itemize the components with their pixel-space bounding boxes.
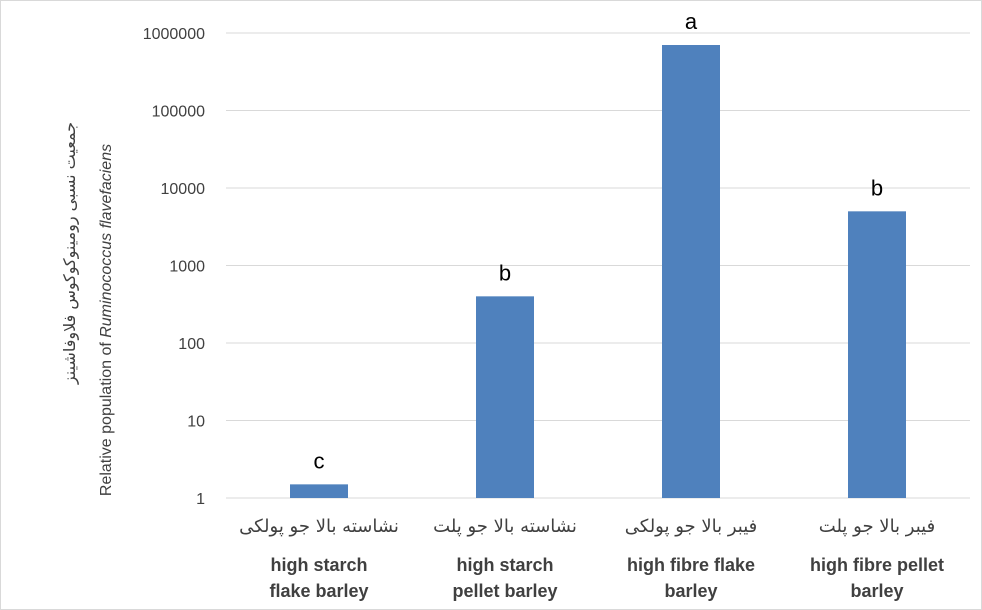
y-tick-label: 1000 <box>169 259 205 276</box>
gridlines <box>226 32 970 499</box>
category-label-fa: نشاسته بالا جو پلت <box>433 516 577 537</box>
significance-letter: b <box>499 260 511 285</box>
y-tick-label: 1 <box>196 491 205 508</box>
y-tick-labels: 1 10 100 1000 10000 100000 1000000 <box>143 26 205 508</box>
y-tick-label: 1000000 <box>143 26 205 43</box>
y-axis-label-fa: جمعیت نسبی رومینوکوکوس فلاوفاشینز <box>60 122 80 385</box>
category-label-en-line2: barley <box>850 581 903 601</box>
category-label-fa: فیبر بالا جو پلت <box>819 516 935 537</box>
category-label-en-line1: high fibre flake <box>627 555 755 575</box>
category-label-en-line1: high fibre pellet <box>810 555 944 575</box>
bar <box>476 296 534 498</box>
bars <box>290 45 906 498</box>
category-label-en-line2: barley <box>664 581 717 601</box>
y-axis-label-prefix: Relative population of <box>98 338 115 496</box>
y-tick-label: 100 <box>178 336 205 353</box>
svg-text:Relative population of Ruminoc: Relative population of Ruminococcus flav… <box>98 144 115 496</box>
significance-letter: b <box>871 175 883 200</box>
category-label-en-line1: high starch <box>270 555 367 575</box>
significance-letter: c <box>314 448 325 473</box>
bar <box>662 45 720 498</box>
bar <box>290 484 348 498</box>
y-axis-label-fa-group: جمعیت نسبی رومینوکوکوس فلاوفاشینز <box>60 122 80 385</box>
category-label-en-line2: flake barley <box>269 581 368 601</box>
category-label-fa: نشاسته بالا جو پولکی <box>239 516 399 537</box>
bar <box>848 211 906 498</box>
category-label-en-line1: high starch <box>456 555 553 575</box>
y-tick-label: 100000 <box>152 104 205 121</box>
category-labels: نشاسته بالا جو پولکی high starch flake bar… <box>239 516 944 601</box>
y-axis-label-species: Ruminococcus flavefaciens <box>98 144 115 338</box>
category-label-en-line2: pellet barley <box>452 581 557 601</box>
significance-letters: c b a b <box>314 9 884 473</box>
y-tick-label: 10 <box>187 414 205 431</box>
y-tick-label: 10000 <box>161 181 206 198</box>
significance-letter: a <box>685 9 698 34</box>
y-axis-label-en: Relative population of Ruminococcus flav… <box>98 144 115 496</box>
category-label-fa: فیبر بالا جو پولکی <box>625 516 758 537</box>
